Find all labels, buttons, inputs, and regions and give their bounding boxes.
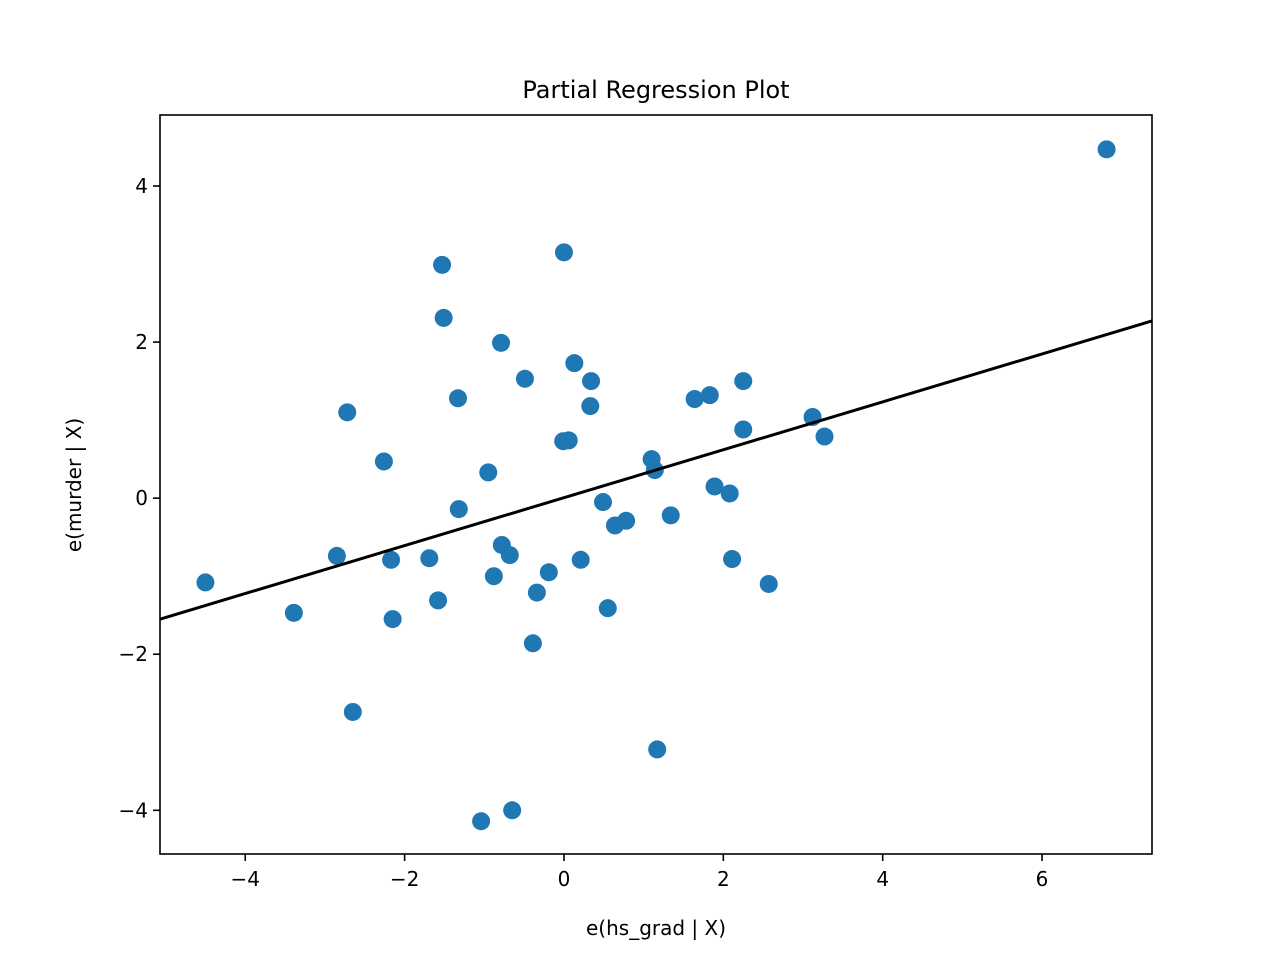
data-point [448, 389, 467, 408]
y-tick-label: 4 [135, 174, 148, 198]
data-point [327, 546, 346, 565]
data-point [434, 308, 453, 327]
x-tick-label: 6 [1036, 867, 1049, 891]
data-point [582, 372, 601, 391]
data-point [343, 702, 362, 721]
y-axis-label: e(murder | X) [62, 418, 86, 552]
x-tick-label: −2 [390, 867, 419, 891]
data-point [720, 484, 739, 503]
data-point [433, 255, 452, 274]
data-point [196, 573, 215, 592]
data-point [617, 511, 636, 530]
plot-frame [159, 114, 1153, 855]
x-tick-label: −4 [231, 867, 260, 891]
data-point [554, 243, 573, 262]
data-point [449, 500, 468, 519]
data-point [734, 420, 753, 439]
data-point [527, 583, 546, 602]
data-point [759, 574, 778, 593]
data-point [734, 372, 753, 391]
data-point [705, 477, 724, 496]
x-axis-label: e(hs_grad | X) [586, 916, 726, 940]
data-point [815, 427, 834, 446]
chart-title: Partial Regression Plot [522, 76, 789, 104]
regression-line [160, 319, 1152, 621]
data-point [284, 603, 303, 622]
data-point [515, 369, 534, 388]
data-point [648, 740, 667, 759]
data-point [374, 452, 393, 471]
data-point [472, 812, 491, 831]
data-point [420, 549, 439, 568]
data-point [571, 550, 590, 569]
data-point [598, 599, 617, 618]
data-point [523, 634, 542, 653]
data-point [661, 506, 680, 525]
x-tick-label: 4 [876, 867, 889, 891]
data-point [503, 801, 522, 820]
data-point [429, 591, 448, 610]
data-point [539, 563, 558, 582]
data-point [559, 431, 578, 450]
data-point [479, 463, 498, 482]
data-point [500, 546, 519, 565]
data-point [723, 550, 742, 569]
data-point [565, 354, 584, 373]
data-point [338, 403, 357, 422]
x-tick-label: 2 [717, 867, 730, 891]
data-point [700, 386, 719, 405]
data-point [382, 550, 401, 569]
data-point [594, 493, 613, 512]
data-point [484, 567, 503, 586]
data-point [383, 610, 402, 629]
data-point [685, 390, 704, 409]
y-tick-label: 0 [135, 486, 148, 510]
y-tick-label: −4 [119, 798, 148, 822]
y-tick-label: 2 [135, 330, 148, 354]
x-tick-label: 0 [558, 867, 571, 891]
y-tick-label: −2 [119, 642, 148, 666]
data-point [1097, 140, 1116, 159]
data-point [581, 397, 600, 416]
data-point [492, 333, 511, 352]
